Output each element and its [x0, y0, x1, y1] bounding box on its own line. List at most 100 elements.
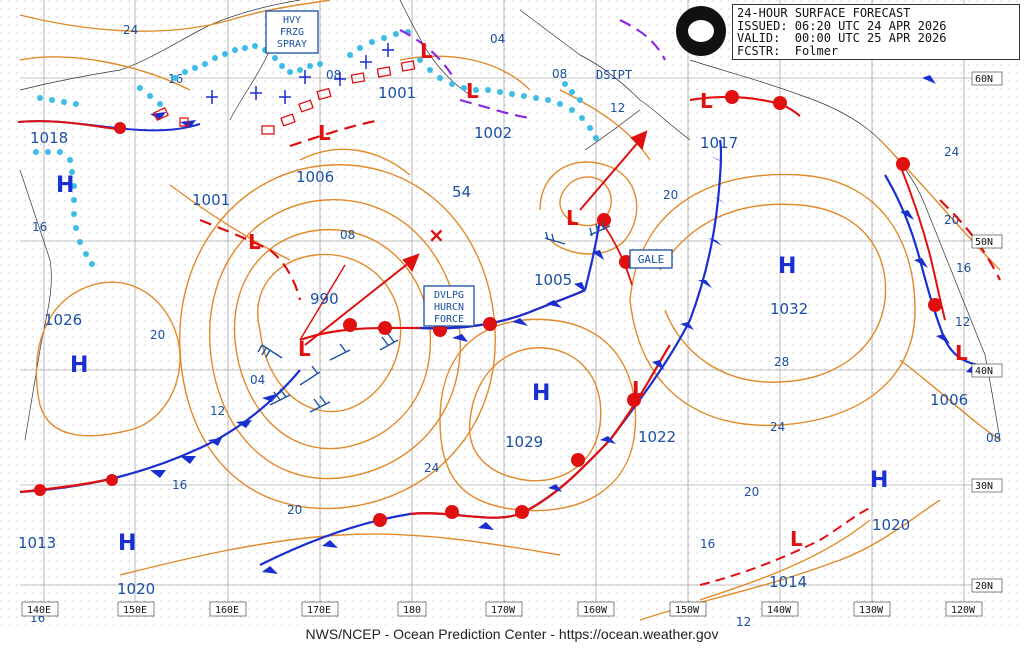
low-center-4: L [318, 121, 331, 145]
svg-text:20N: 20N [975, 581, 993, 592]
svg-text:16: 16 [172, 478, 187, 492]
svg-text:20: 20 [744, 485, 759, 499]
svg-text:20: 20 [287, 503, 302, 517]
dsipt-label: DSIPT [596, 68, 632, 82]
high-pressure-2: 1026 [44, 311, 82, 329]
svg-text:12: 12 [736, 615, 751, 629]
svg-text:16: 16 [32, 220, 47, 234]
isobars [19, 0, 1001, 621]
header-valid: VALID: 00:00 UTC 25 APR 2026 [737, 31, 947, 45]
low-center-6: L [566, 206, 579, 230]
svg-text:08: 08 [326, 68, 341, 82]
svg-text:170W: 170W [491, 605, 516, 616]
svg-text:08: 08 [986, 431, 1001, 445]
low-pressure-4: 1006 [296, 168, 334, 186]
isobar-labels: 24 16 04 08 08 12 16 20 12 04 08 20 24 2… [30, 23, 1001, 629]
svg-text:12: 12 [210, 404, 225, 418]
high-center-1: H [56, 173, 74, 198]
svg-text:160E: 160E [215, 605, 239, 616]
high-center-3: H [118, 531, 136, 556]
high-pressure-centers: H 1018 H 1026 H 1013 H 1020 H 1029 H 103… [18, 129, 910, 598]
svg-text:150W: 150W [675, 605, 700, 616]
icing-boxes [153, 60, 416, 135]
svg-text:24: 24 [123, 23, 138, 37]
low-pressure-2: 1001 [378, 84, 416, 102]
svg-text:24: 24 [424, 461, 439, 475]
low-center-10: L [955, 341, 968, 365]
footer-credit: NWS/NCEP - Ocean Prediction Center - htt… [305, 626, 719, 642]
high-pressure-6: 1032 [770, 300, 808, 318]
svg-text:50N: 50N [975, 237, 993, 248]
svg-text:16: 16 [700, 537, 715, 551]
low-pressure-7: 1017 [700, 134, 738, 152]
svg-text:30N: 30N [975, 481, 993, 492]
low-center-2: L [420, 39, 433, 63]
low-center-5: L [298, 337, 311, 361]
map-background [0, 0, 1024, 625]
warning-hvy-frzg-spray: HVY FRZG SPRAY [265, 10, 319, 54]
svg-text:20: 20 [663, 188, 678, 202]
svg-text:24: 24 [944, 145, 959, 159]
noaa-logo [676, 6, 726, 56]
high-pressure-3: 1013 [18, 534, 56, 552]
low-pressure-3: 1002 [474, 124, 512, 142]
svg-text:130W: 130W [859, 605, 884, 616]
svg-text:140W: 140W [767, 605, 792, 616]
svg-text:12: 12 [610, 101, 625, 115]
low-pressure-8: 1022 [638, 428, 676, 446]
low-pressure-5: 990 [310, 290, 339, 308]
low-center-8: L [632, 377, 645, 401]
high-center-7: H [870, 468, 888, 493]
svg-text:HVY: HVY [283, 15, 301, 26]
svg-text:40N: 40N [975, 366, 993, 377]
warning-dvlpg-hurcn-force: DVLPG HURCN FORCE [423, 285, 475, 327]
high-pressure-5: 1029 [505, 433, 543, 451]
low-pressure-10: 1006 [930, 391, 968, 409]
svg-text:DVLPG: DVLPG [434, 290, 464, 301]
low-center-3: L [466, 79, 479, 103]
freezing-spray-area [33, 29, 599, 267]
svg-text:24: 24 [770, 420, 785, 434]
svg-text:120W: 120W [951, 605, 976, 616]
svg-text:16: 16 [956, 261, 971, 275]
icing-symbols [206, 43, 394, 104]
low-pressure-centers: L 1001 L 1001 L 1002 L 1006 L 990 L 1005… [192, 39, 968, 591]
warning-gale: GALE [629, 249, 673, 269]
forecast-position-x: × [428, 223, 445, 247]
svg-text:20: 20 [944, 213, 959, 227]
svg-text:08: 08 [340, 228, 355, 242]
header-issued: ISSUED: 06:20 UTC 24 APR 2026 [737, 18, 947, 33]
high-pressure-1: 1018 [30, 129, 68, 147]
svg-text:170E: 170E [307, 605, 331, 616]
svg-text:20: 20 [150, 328, 165, 342]
high-center-6: H [778, 254, 796, 279]
high-center-5: H [532, 381, 550, 406]
svg-text:12: 12 [955, 315, 970, 329]
lat-lon-grid [20, 0, 1000, 605]
longitude-labels: 140E 150E 160E 170E 180 170W 160W 150W 1… [21, 601, 983, 617]
svg-text:04: 04 [490, 32, 505, 46]
svg-text:160W: 160W [583, 605, 608, 616]
header-title: 24-HOUR SURFACE FORECAST [737, 6, 911, 20]
svg-text:GALE: GALE [638, 253, 665, 266]
storm-tracks [299, 130, 648, 346]
wind-barbs [257, 221, 611, 413]
svg-text:FORCE: FORCE [434, 314, 464, 325]
header-forecaster: FCSTR: Folmer [737, 43, 839, 58]
low-center-1: L [248, 230, 261, 254]
svg-text:04: 04 [250, 373, 265, 387]
low-pressure-1: 1001 [192, 191, 230, 209]
fronts [17, 19, 1001, 586]
forecast-header: 24-HOUR SURFACE FORECAST ISSUED: 06:20 U… [732, 4, 1020, 60]
svg-text:FRZG: FRZG [280, 27, 304, 38]
latitude-labels: 60N 50N 40N 30N 20N [971, 71, 1003, 593]
svg-text:28: 28 [774, 355, 789, 369]
svg-text:SPRAY: SPRAY [277, 39, 307, 50]
svg-text:08: 08 [552, 67, 567, 81]
high-pressure-7: 1020 [872, 516, 910, 534]
low-center-9: L [790, 527, 803, 551]
svg-text:60N: 60N [975, 74, 993, 85]
svg-text:150E: 150E [123, 605, 147, 616]
high-center-2: H [70, 353, 88, 378]
